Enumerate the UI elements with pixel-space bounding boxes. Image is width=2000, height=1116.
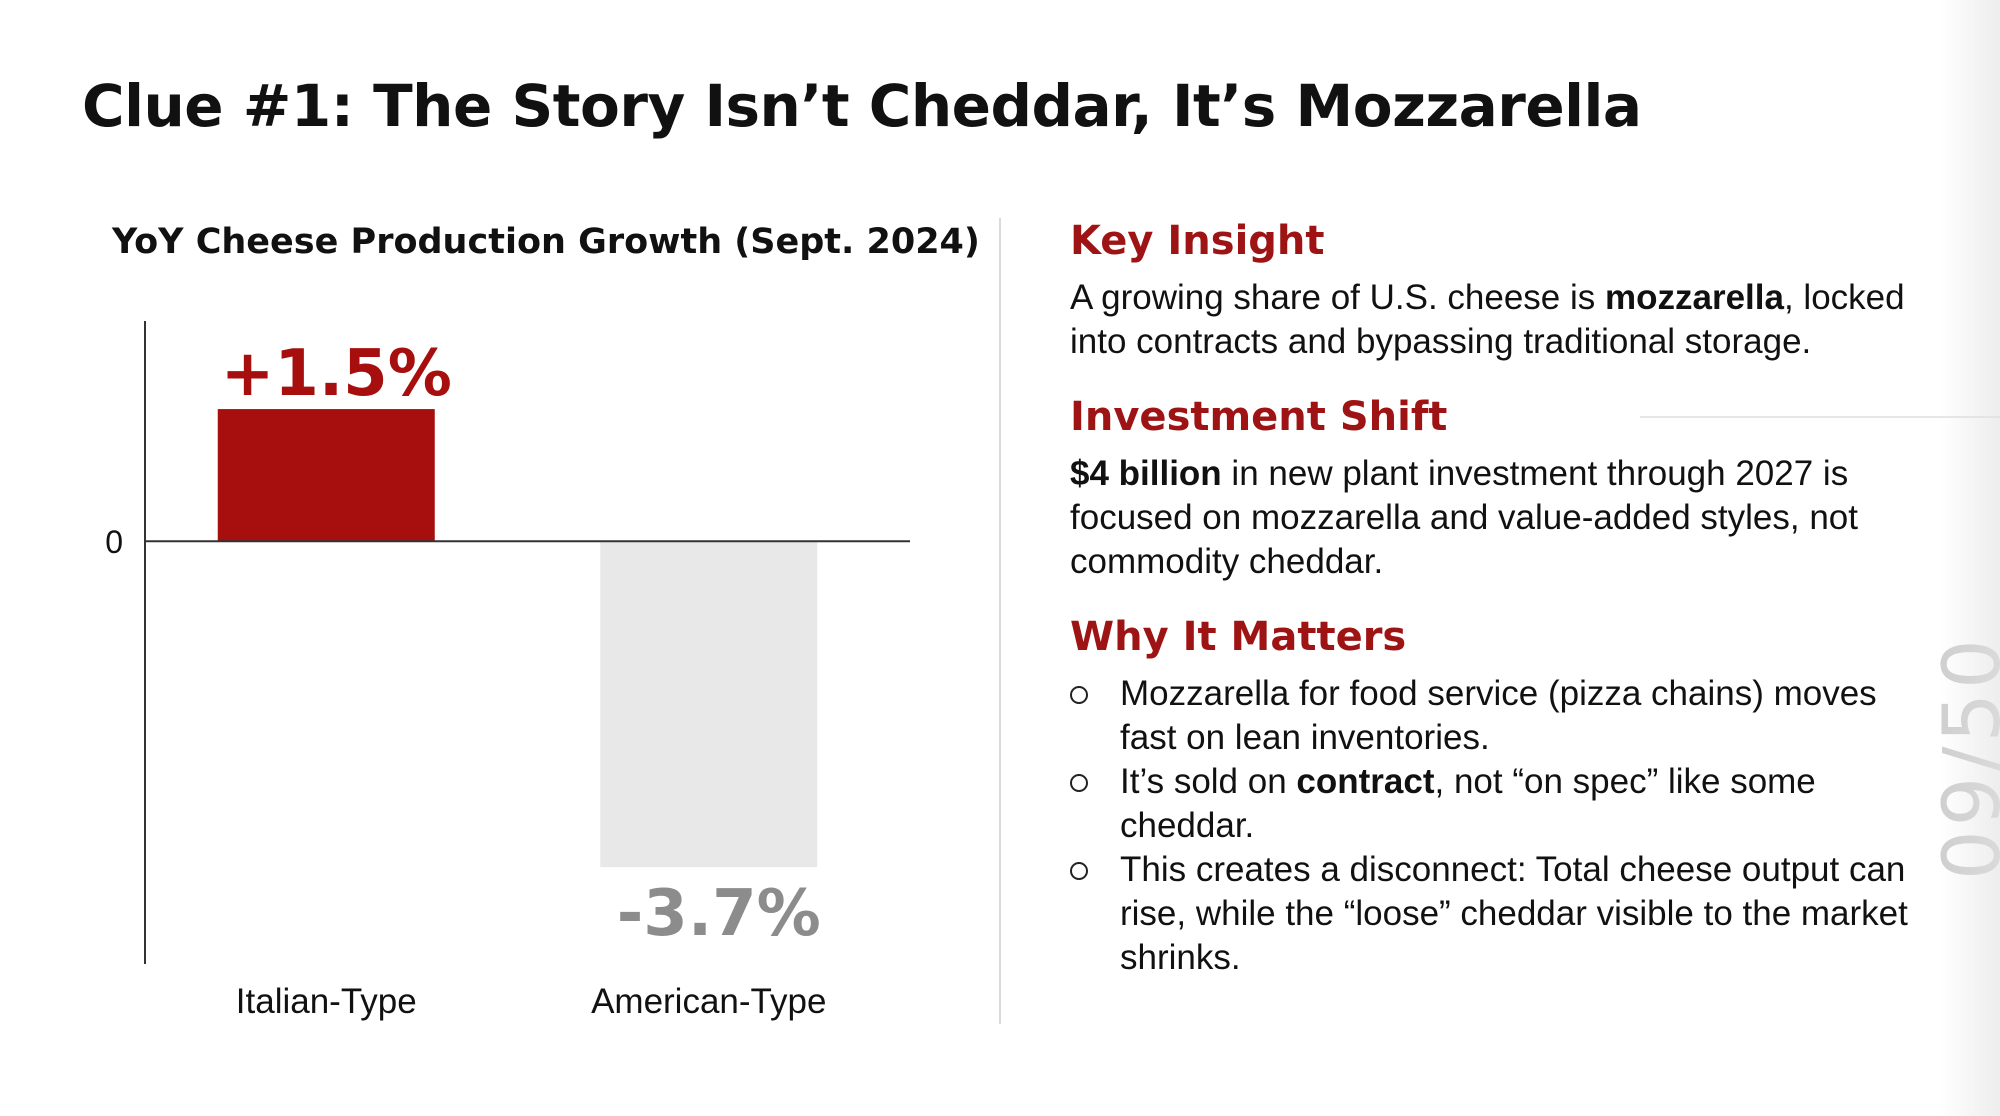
- why-it-matters-heading: Why It Matters: [1070, 614, 1407, 660]
- bullet-item: Mozzarella for food service (pizza chain…: [1070, 672, 1920, 760]
- column-divider: [999, 218, 1001, 1024]
- category-label: Italian-Type: [236, 982, 417, 1021]
- bullet-item: It’s sold on contract, not “on spec” lik…: [1070, 760, 1920, 848]
- bar-chart: 0 +1.5% Italian-Type -3.7% American-Type: [105, 321, 910, 1021]
- data-label: -3.7%: [617, 877, 821, 951]
- investment-shift-text: $4 billion in new plant investment throu…: [1070, 452, 1920, 584]
- chart-panel: YoY Cheese Production Growth (Sept. 2024…: [105, 222, 980, 1021]
- key-insight-text: A growing share of U.S. cheese is mozzar…: [1070, 276, 1920, 364]
- bullet-item: This creates a disconnect: Total cheese …: [1070, 848, 1920, 980]
- investment-shift-section: Investment Shift $4 billion in new plant…: [1070, 394, 1920, 584]
- why-it-matters-list: Mozzarella for food service (pizza chain…: [1070, 672, 1920, 980]
- slide-title: Clue #1: The Story Isn’t Cheddar, It’s M…: [82, 72, 1642, 140]
- bullet-circle-icon: [1070, 862, 1088, 880]
- data-label: +1.5%: [221, 337, 452, 411]
- bar-american-type: [600, 541, 818, 868]
- key-insight-section: Key Insight A growing share of U.S. chee…: [1070, 218, 1920, 364]
- bullet-text: This creates a disconnect: Total cheese …: [1120, 850, 1908, 977]
- investment-shift-text-end: in new plant investment through 2027 is …: [1070, 454, 1858, 581]
- key-insight-bold: mozzarella: [1605, 278, 1784, 317]
- bullet-bold: contract: [1296, 762, 1435, 801]
- bullet-text: It’s sold on: [1120, 762, 1297, 801]
- investment-amount: $4 billion: [1070, 454, 1222, 493]
- scan-edge-shadow: [1940, 0, 2000, 1116]
- bullet-text-end: , not “on spec” like some cheddar.: [1120, 762, 1816, 845]
- chart-title: YoY Cheese Production Growth (Sept. 2024…: [112, 222, 980, 262]
- zero-tick-label: 0: [105, 524, 123, 560]
- key-insight-text-end: , locked into contracts and bypassing tr…: [1070, 278, 1905, 361]
- bullet-circle-icon: [1070, 686, 1088, 704]
- bullet-text: Mozzarella for food service (pizza chain…: [1120, 674, 1877, 757]
- bullet-circle-icon: [1070, 774, 1088, 792]
- insight-panel: Key Insight A growing share of U.S. chee…: [1070, 218, 1920, 1010]
- investment-shift-heading: Investment Shift: [1070, 394, 1448, 440]
- key-insight-heading: Key Insight: [1070, 218, 1325, 264]
- faint-scan-line: [1640, 416, 2000, 418]
- key-insight-text-start: A growing share of U.S. cheese is: [1070, 278, 1605, 317]
- bar-italian-type: [217, 409, 435, 542]
- why-it-matters-section: Why It Matters Mozzarella for food servi…: [1070, 614, 1920, 980]
- category-label: American-Type: [591, 982, 826, 1021]
